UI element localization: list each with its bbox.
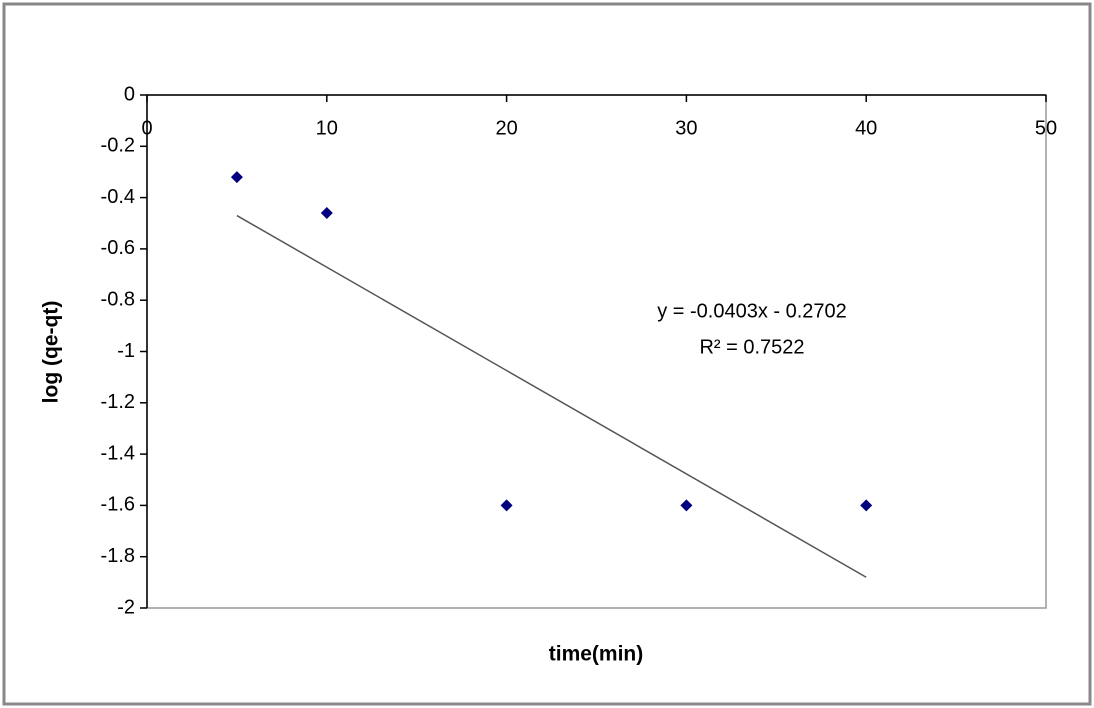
x-tick-label: 30 <box>675 117 697 139</box>
x-tick-label: 50 <box>1035 117 1057 139</box>
annotation: y = -0.0403x - 0.2702 <box>657 300 847 322</box>
data-point <box>680 499 693 512</box>
y-tick-label: -1.8 <box>101 545 135 567</box>
x-tick-label: 20 <box>495 117 517 139</box>
y-tick-label: -1.2 <box>101 391 135 413</box>
y-tick-label: -0.6 <box>101 237 135 259</box>
x-tick-label: 40 <box>855 117 877 139</box>
y-tick-label: -0.4 <box>101 186 135 208</box>
trendline <box>236 214 867 578</box>
x-tick-label: 10 <box>316 117 338 139</box>
y-tick-label: -0.8 <box>101 288 135 310</box>
data-point <box>500 499 513 512</box>
y-tick-label: -1 <box>117 340 135 362</box>
y-axis-label: log (qe-qt) <box>40 301 63 404</box>
data-point <box>230 171 243 184</box>
annotation: R² = 0.7522 <box>699 336 804 358</box>
y-tick-label: -1.4 <box>101 442 135 464</box>
data-point <box>320 206 333 219</box>
y-tick-label: 0 <box>124 83 135 105</box>
y-tick-label: -2 <box>117 596 135 618</box>
x-axis-label: time(min) <box>549 643 644 666</box>
y-tick-label: -1.6 <box>101 494 135 516</box>
data-point <box>860 499 873 512</box>
y-tick-label: -0.2 <box>101 135 135 157</box>
x-tick-label: 0 <box>141 117 152 139</box>
